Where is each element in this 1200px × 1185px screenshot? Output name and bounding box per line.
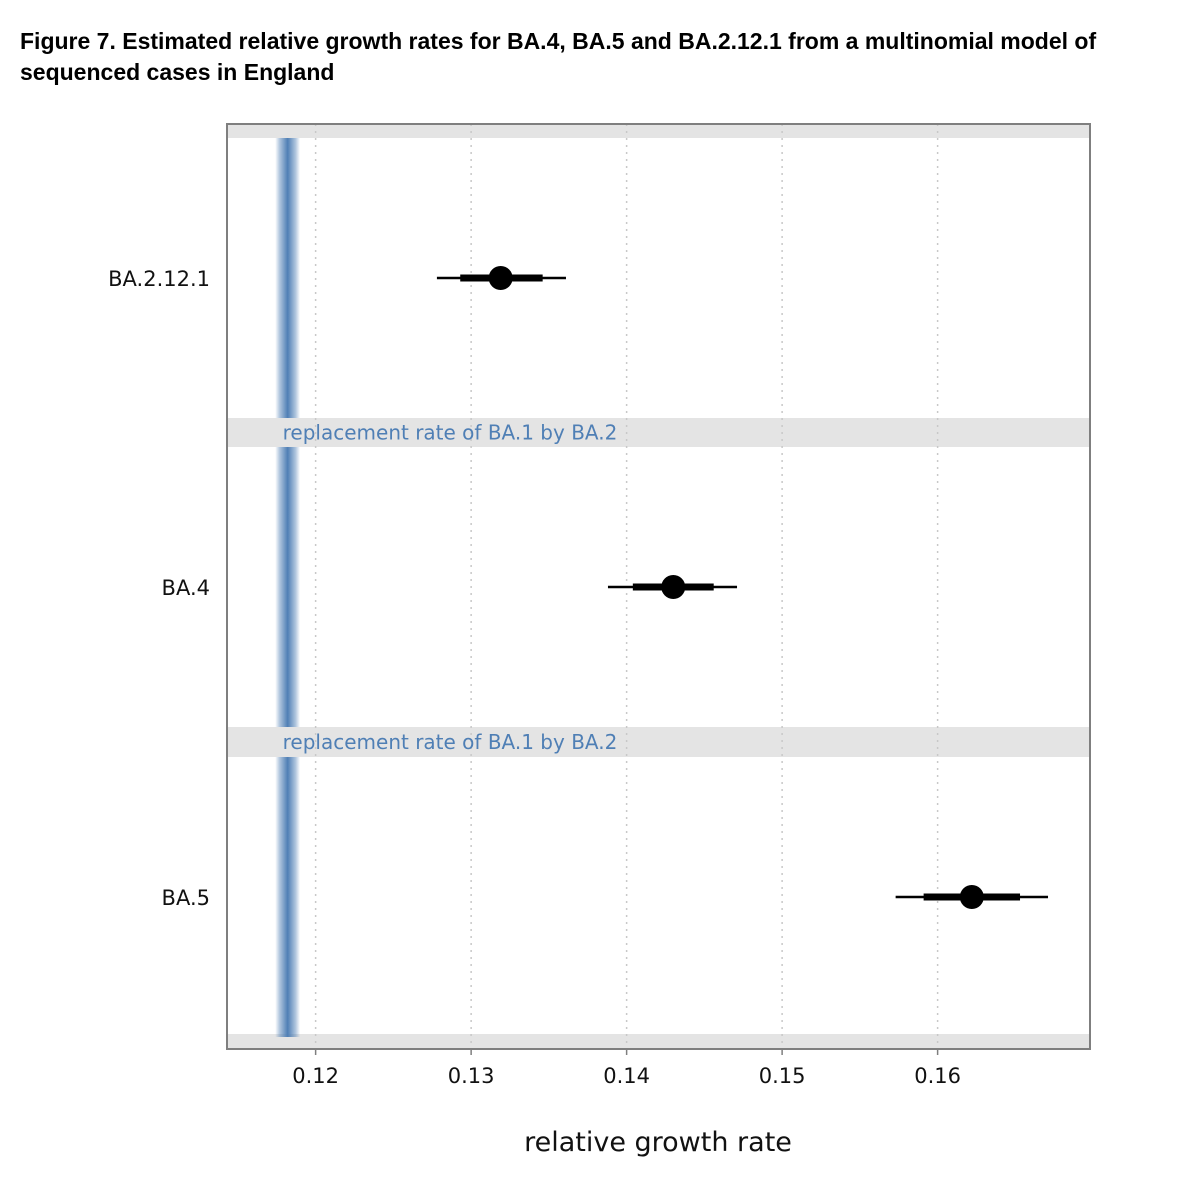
reference-band bbox=[275, 757, 301, 1037]
y-tick-label: BA.5 bbox=[162, 886, 210, 910]
figure-title: Figure 7. Estimated relative growth rate… bbox=[20, 28, 1097, 85]
reference-label: replacement rate of BA.1 by BA.2 bbox=[283, 730, 618, 754]
point-estimate bbox=[488, 266, 513, 290]
y-tick-label: BA.4 bbox=[162, 576, 210, 600]
plot-frame bbox=[226, 123, 1091, 1050]
x-tick-label: 0.14 bbox=[603, 1064, 650, 1088]
separator-strip bbox=[227, 727, 1090, 757]
x-tick-label: 0.13 bbox=[448, 1064, 495, 1088]
top-strip bbox=[227, 124, 1090, 138]
x-axis-title: relative growth rate bbox=[524, 1127, 792, 1158]
x-tick-label: 0.16 bbox=[914, 1064, 961, 1088]
bottom-strip bbox=[227, 1034, 1090, 1049]
point-estimate bbox=[959, 885, 984, 909]
separator-strip bbox=[227, 418, 1090, 447]
y-tick-label: BA.2.12.1 bbox=[108, 267, 210, 291]
reference-band bbox=[275, 447, 301, 727]
point-estimate bbox=[661, 575, 686, 599]
reference-label: replacement rate of BA.1 by BA.2 bbox=[283, 421, 618, 445]
x-tick-label: 0.12 bbox=[292, 1064, 339, 1088]
x-tick-label: 0.15 bbox=[759, 1064, 806, 1088]
reference-band bbox=[275, 138, 301, 418]
